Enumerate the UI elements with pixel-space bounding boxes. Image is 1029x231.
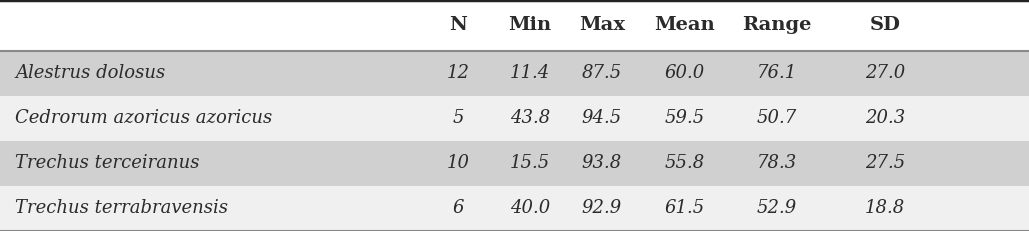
Bar [0, 141, 1029, 186]
Text: 50.7: 50.7 [756, 109, 797, 127]
Text: 78.3: 78.3 [756, 155, 797, 172]
Text: 92.9: 92.9 [581, 200, 623, 217]
Bar [0, 51, 1029, 96]
Text: 18.8: 18.8 [864, 200, 906, 217]
Text: 87.5: 87.5 [581, 64, 623, 82]
Text: 12: 12 [447, 64, 469, 82]
Text: 52.9: 52.9 [756, 200, 797, 217]
Text: 5: 5 [452, 109, 464, 127]
Text: 27.0: 27.0 [864, 64, 906, 82]
Text: 93.8: 93.8 [581, 155, 623, 172]
Bar [0, 0, 1029, 51]
Text: Trechus terceiranus: Trechus terceiranus [15, 155, 200, 172]
Text: 20.3: 20.3 [864, 109, 906, 127]
Bar [0, 96, 1029, 141]
Text: 76.1: 76.1 [756, 64, 797, 82]
Text: Trechus terrabravensis: Trechus terrabravensis [15, 200, 228, 217]
Text: 10: 10 [447, 155, 469, 172]
Bar [0, 186, 1029, 231]
Text: 43.8: 43.8 [509, 109, 551, 127]
Text: 59.5: 59.5 [664, 109, 705, 127]
Text: Cedrorum azoricus azoricus: Cedrorum azoricus azoricus [15, 109, 273, 127]
Text: Range: Range [742, 16, 812, 34]
Text: 60.0: 60.0 [664, 64, 705, 82]
Text: Mean: Mean [653, 16, 715, 34]
Text: SD: SD [870, 16, 900, 34]
Text: 61.5: 61.5 [664, 200, 705, 217]
Text: 11.4: 11.4 [509, 64, 551, 82]
Text: 40.0: 40.0 [509, 200, 551, 217]
Text: Alestrus dolosus: Alestrus dolosus [15, 64, 166, 82]
Text: 15.5: 15.5 [509, 155, 551, 172]
Text: Max: Max [579, 16, 625, 34]
Text: 27.5: 27.5 [864, 155, 906, 172]
Text: 55.8: 55.8 [664, 155, 705, 172]
Text: N: N [449, 16, 467, 34]
Text: Min: Min [508, 16, 552, 34]
Text: 6: 6 [452, 200, 464, 217]
Text: 94.5: 94.5 [581, 109, 623, 127]
